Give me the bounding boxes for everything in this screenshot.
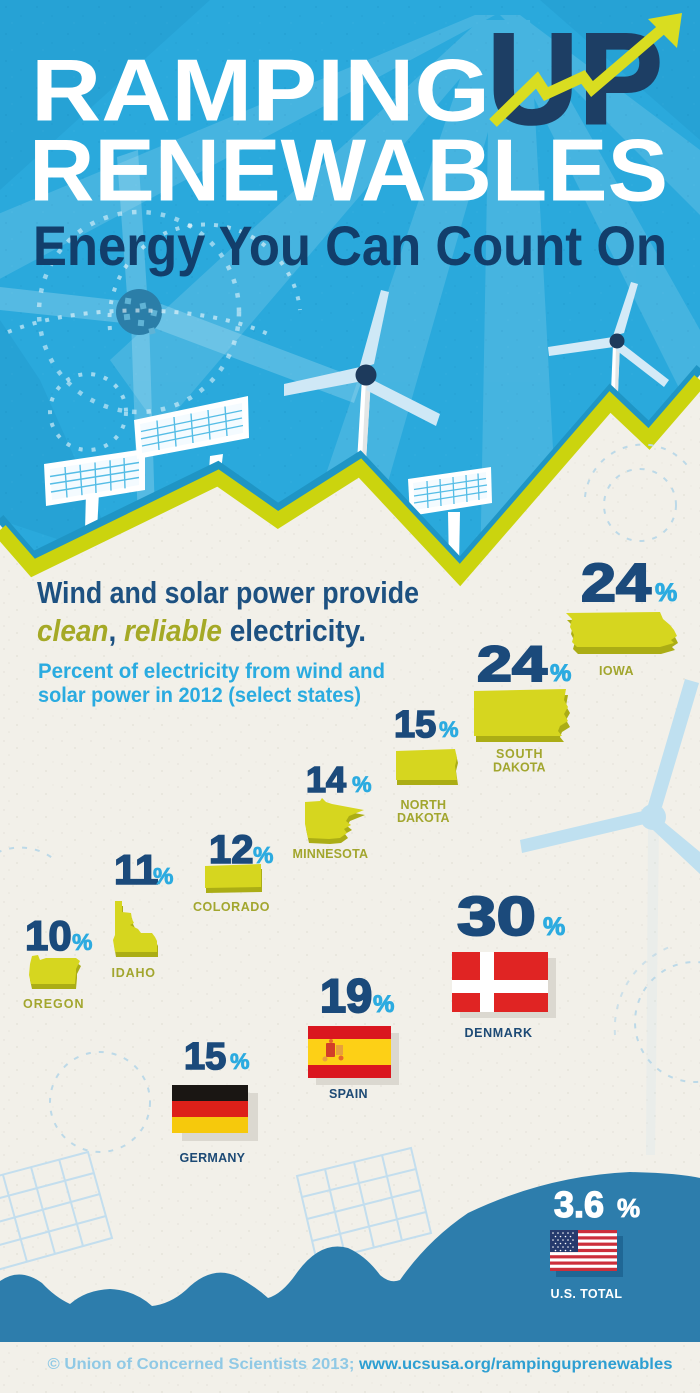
- svg-text:%: %: [373, 991, 394, 1018]
- svg-text:30: 30: [457, 885, 536, 947]
- svg-text:clean, reliable electricity.: clean, reliable electricity.: [37, 614, 366, 648]
- svg-text:SPAIN: SPAIN: [329, 1087, 369, 1101]
- svg-text:15: 15: [184, 1036, 226, 1078]
- svg-text:OREGON: OREGON: [23, 997, 85, 1011]
- svg-text:12: 12: [209, 828, 254, 872]
- svg-text:%: %: [550, 660, 571, 687]
- svg-text:19: 19: [320, 969, 372, 1022]
- svg-text:RAMPING: RAMPING: [31, 41, 490, 140]
- svg-text:RENEWABLES: RENEWABLES: [29, 121, 668, 220]
- svg-text:U.S. TOTAL: U.S. TOTAL: [551, 1287, 624, 1301]
- svg-text:%: %: [655, 579, 677, 607]
- svg-text:10: 10: [25, 912, 72, 959]
- svg-text:%: %: [72, 929, 92, 955]
- svg-text:15: 15: [394, 704, 436, 746]
- svg-text:DAKOTA: DAKOTA: [493, 761, 547, 775]
- svg-text:DAKOTA: DAKOTA: [397, 811, 451, 825]
- svg-text:24: 24: [581, 553, 651, 613]
- svg-text:solar power in 2012 (select st: solar power in 2012 (select states): [38, 683, 361, 707]
- svg-text:Wind and solar power provide: Wind and solar power provide: [37, 576, 419, 610]
- svg-text:11: 11: [114, 846, 158, 893]
- svg-text:IOWA: IOWA: [599, 664, 635, 678]
- svg-text:%: %: [230, 1049, 250, 1074]
- svg-text:Energy You Can Count On: Energy You Can Count On: [33, 214, 667, 277]
- svg-text:%: %: [439, 717, 459, 742]
- svg-text:24: 24: [477, 636, 547, 692]
- svg-text:DENMARK: DENMARK: [465, 1026, 534, 1040]
- svg-text:NORTH: NORTH: [401, 798, 448, 812]
- svg-text:%: %: [253, 842, 273, 868]
- svg-text:© Union of Concerned Scientist: © Union of Concerned Scientists 2013; ww…: [48, 1356, 673, 1373]
- svg-text:Percent of electricity from wi: Percent of electricity from wind and: [38, 659, 385, 683]
- svg-text:14: 14: [306, 759, 346, 800]
- svg-text:%: %: [617, 1193, 640, 1223]
- svg-text:COLORADO: COLORADO: [193, 900, 271, 914]
- svg-text:3.6: 3.6: [554, 1184, 604, 1225]
- svg-text:MINNESOTA: MINNESOTA: [293, 847, 370, 861]
- svg-text:%: %: [153, 863, 173, 889]
- svg-text:GERMANY: GERMANY: [180, 1151, 247, 1165]
- svg-text:%: %: [352, 772, 372, 797]
- svg-text:SOUTH: SOUTH: [496, 747, 544, 761]
- svg-text:%: %: [543, 913, 565, 941]
- svg-text:IDAHO: IDAHO: [112, 966, 157, 980]
